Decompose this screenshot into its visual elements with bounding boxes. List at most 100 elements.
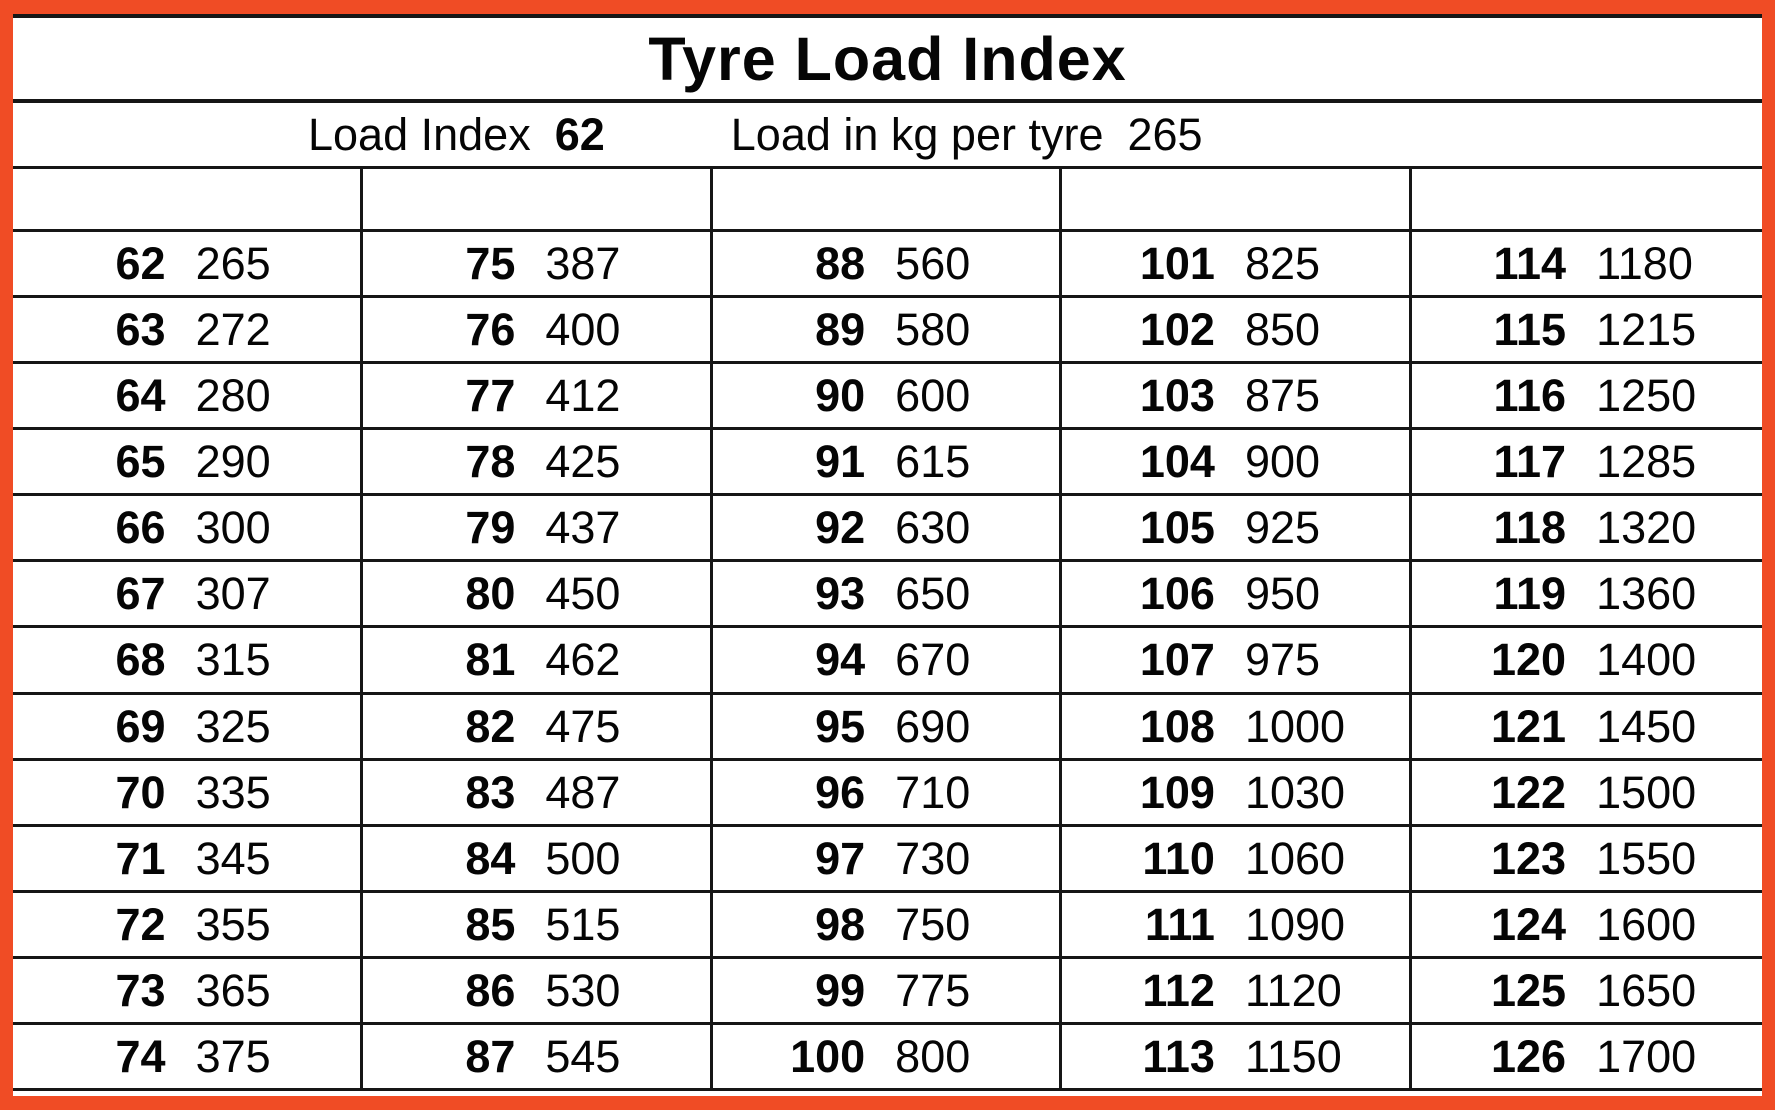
load-kg-value: 272 xyxy=(195,304,271,356)
load-index-value: 95 xyxy=(815,700,866,752)
load-index-value: 78 xyxy=(465,436,516,488)
load-index-value: 70 xyxy=(115,766,166,818)
load-index-value: 115 xyxy=(1493,304,1567,356)
table-cell: 66 300 xyxy=(13,496,363,563)
load-kg-value: 515 xyxy=(545,898,621,950)
load-index-value: 114 xyxy=(1493,238,1567,290)
load-kg-value: 900 xyxy=(1244,436,1321,488)
load-index-value: 93 xyxy=(815,568,866,620)
load-kg-value: 290 xyxy=(195,436,271,488)
load-kg-value: 335 xyxy=(195,766,271,818)
load-kg-value: 1320 xyxy=(1596,502,1697,554)
load-kg-value: 560 xyxy=(895,238,971,290)
header-empty-row xyxy=(13,169,1762,232)
table-cell: 72 355 xyxy=(13,892,363,959)
table-cell: 83 487 xyxy=(362,760,713,827)
load-index-value: 68 xyxy=(115,634,166,686)
load-index-value: 109 xyxy=(1139,766,1215,818)
load-index-value: 65 xyxy=(115,436,166,488)
load-kg-value: 280 xyxy=(195,370,271,422)
title-row: Tyre Load Index xyxy=(13,18,1762,103)
load-index-value: 64 xyxy=(115,370,166,422)
table-cell: 88 560 xyxy=(712,232,1063,299)
load-index-value: 84 xyxy=(465,832,516,884)
load-kg-value: 325 xyxy=(195,700,271,752)
load-index-value: 75 xyxy=(465,238,516,290)
load-kg-value: 1000 xyxy=(1244,700,1346,752)
load-kg-value: 600 xyxy=(895,370,971,422)
table-cell: 95 690 xyxy=(712,694,1063,761)
load-kg-value: 1360 xyxy=(1596,568,1697,620)
load-kg-value: 800 xyxy=(895,1030,971,1082)
table-cell: 114 1180 xyxy=(1412,232,1762,299)
load-index-value: 92 xyxy=(815,502,866,554)
load-index-value: 90 xyxy=(815,370,866,422)
load-kg-value: 437 xyxy=(545,502,621,554)
load-index-value: 86 xyxy=(465,964,516,1016)
table-cell: 118 1320 xyxy=(1412,496,1762,563)
load-index-value: 124 xyxy=(1491,898,1567,950)
load-kg-value: 1120 xyxy=(1244,964,1342,1016)
load-kg-value: 500 xyxy=(545,832,621,884)
load-index-value: 108 xyxy=(1139,700,1215,752)
load-index-value: 125 xyxy=(1491,964,1567,1016)
load-index-value: 67 xyxy=(115,568,166,620)
load-kg-value: 475 xyxy=(545,700,621,752)
table-cell: 126 1700 xyxy=(1412,1025,1762,1091)
load-index-value: 76 xyxy=(465,304,516,356)
load-kg-value: 1450 xyxy=(1596,700,1697,752)
load-index-value: 77 xyxy=(465,370,516,422)
load-kg-value: 545 xyxy=(545,1030,621,1082)
load-kg-value: 1700 xyxy=(1596,1030,1697,1082)
table-cell: 77 412 xyxy=(362,364,713,431)
load-index-value: 106 xyxy=(1139,568,1215,620)
table-cell: 111 1090 xyxy=(1062,892,1413,959)
load-kg-value: 1600 xyxy=(1596,898,1697,950)
table-cell: 124 1600 xyxy=(1412,893,1762,959)
table-cell: 109 1030 xyxy=(1062,760,1413,827)
load-index-value: 71 xyxy=(115,832,166,884)
load-index-value: 79 xyxy=(465,502,516,554)
load-index-value: 89 xyxy=(815,304,866,356)
load-index-value: 126 xyxy=(1491,1030,1567,1082)
load-index-value: 122 xyxy=(1491,766,1567,818)
load-kg-value: 750 xyxy=(895,898,971,950)
table-cell: 86 530 xyxy=(362,958,713,1025)
load-kg-value: 307 xyxy=(195,568,271,620)
table-cell: 67 307 xyxy=(13,562,363,629)
load-index-value: 98 xyxy=(815,898,866,950)
load-index-value: 69 xyxy=(115,700,166,752)
load-kg-value: 775 xyxy=(895,964,971,1016)
table-cell: 121 1450 xyxy=(1412,695,1762,761)
header-empty-cell xyxy=(13,169,363,229)
table-cell: 102 850 xyxy=(1062,298,1413,365)
load-index-value: 121 xyxy=(1491,700,1567,752)
table-cell: 113 1150 xyxy=(1062,1024,1413,1091)
load-index-value: 82 xyxy=(465,700,516,752)
load-index-value: 107 xyxy=(1139,634,1215,686)
load-kg-value: 730 xyxy=(895,832,971,884)
load-kg-summary: Load in kg per tyre 265 xyxy=(731,109,1203,161)
table-cell: 96 710 xyxy=(712,760,1063,827)
load-kg-value: 375 xyxy=(195,1030,271,1082)
table-cell: 106 950 xyxy=(1062,562,1413,629)
table-cell: 101 825 xyxy=(1062,232,1413,299)
table-cell: 82 475 xyxy=(362,694,713,761)
load-index-value: 91 xyxy=(815,436,866,488)
load-index-value: 113 xyxy=(1142,1030,1215,1082)
table-cell: 90 600 xyxy=(712,364,1063,431)
header-empty-cell xyxy=(713,169,1063,229)
table-cell: 78 425 xyxy=(362,430,713,497)
load-kg-value: 580 xyxy=(895,304,971,356)
load-index-label: Load Index xyxy=(308,108,531,160)
table-cell: 68 315 xyxy=(13,628,363,695)
load-index-value: 85 xyxy=(465,898,516,950)
load-index-value: 66 xyxy=(115,502,166,554)
load-index-value: 62 xyxy=(115,238,166,290)
load-index-value: 63 xyxy=(115,304,166,356)
load-kg-value: 265 xyxy=(195,238,271,290)
load-index-value: 120 xyxy=(1491,634,1567,686)
load-kg-value: 400 xyxy=(545,304,621,356)
load-index-value: 87 xyxy=(465,1030,516,1082)
table-cell: 74 375 xyxy=(13,1024,363,1091)
